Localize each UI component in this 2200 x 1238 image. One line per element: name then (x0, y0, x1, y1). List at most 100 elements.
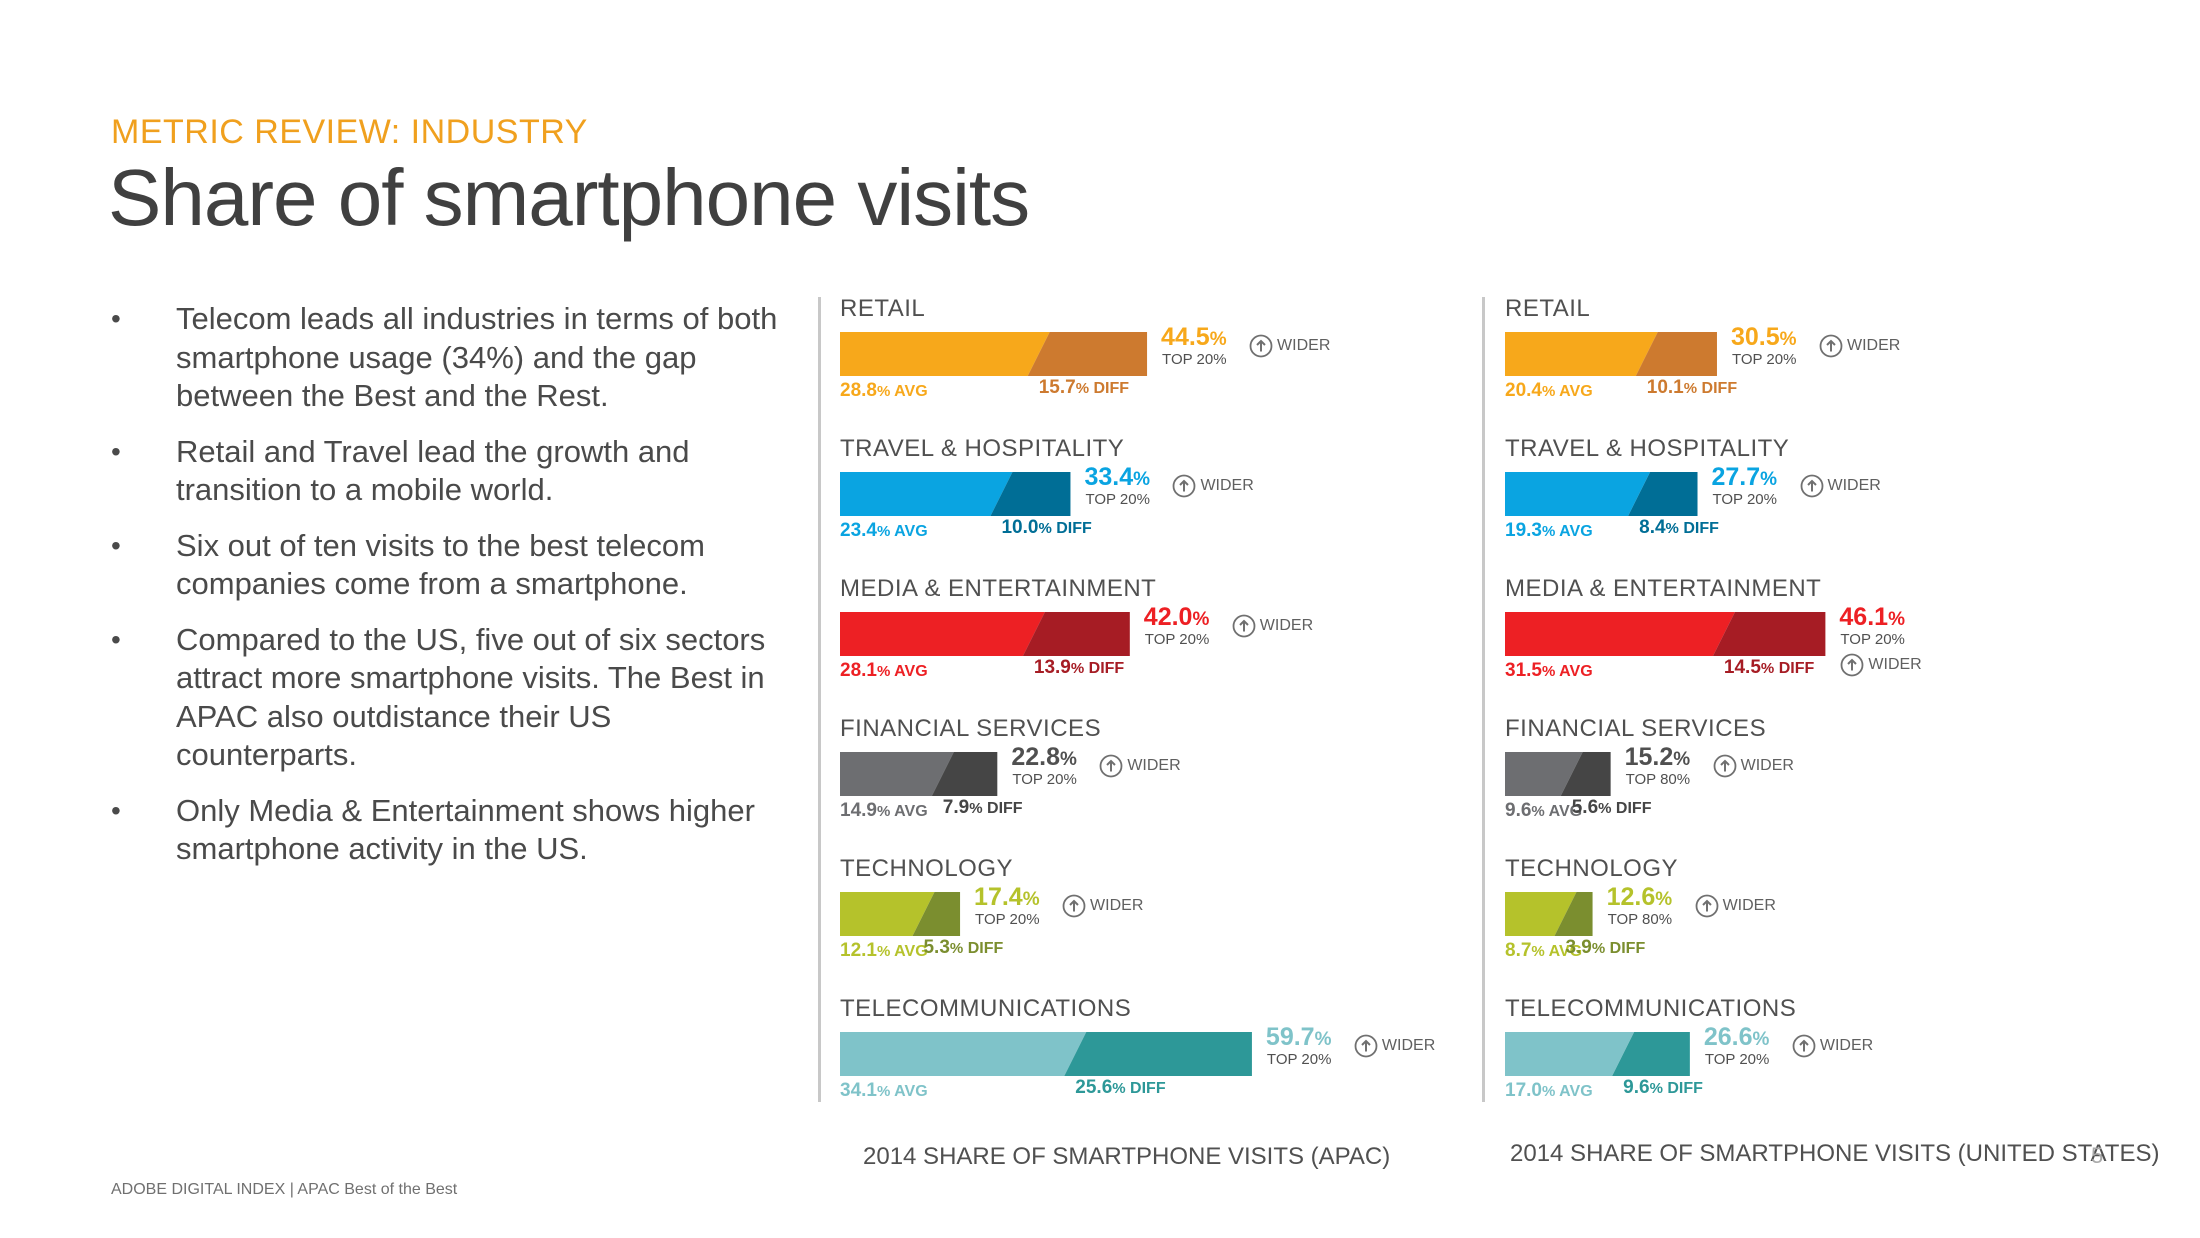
avg-series-label: AVG (1555, 383, 1593, 400)
avg-data-label: 9.6% AVG (1505, 800, 1582, 822)
bar-group (1505, 752, 1611, 796)
top-tier-label: TOP 20% (1162, 351, 1227, 368)
avg-series-label: AVG (1544, 803, 1583, 820)
wider-label: WIDER (1127, 757, 1181, 774)
avg-bar (1505, 612, 1735, 656)
diff-series-label: DIFF (982, 800, 1023, 817)
bar-group (1505, 612, 1826, 656)
wider-indicator: WIDER (1695, 894, 1776, 918)
category-label: FINANCIAL SERVICES (1505, 715, 1767, 742)
wider-indicator: WIDER (1062, 894, 1143, 918)
avg-percent-sign: % (1541, 663, 1556, 680)
page-title: Share of smartphone visits (108, 153, 1030, 242)
arrow-up-circle-icon (1792, 1034, 1816, 1058)
category-label: MEDIA & ENTERTAINMENT (840, 575, 1157, 602)
bar-group (840, 332, 1148, 376)
diff-series-label: DIFF (1605, 940, 1646, 957)
diff-data-label: 7.9% DIFF (943, 797, 1023, 819)
apac-chart-title: 2014 SHARE OF SMARTPHONE VISITS (APAC) (863, 1143, 1391, 1170)
diff-series-label: DIFF (1051, 520, 1092, 537)
top-percent-sign: % (1059, 749, 1077, 770)
page-number: 5 (2091, 1143, 2104, 1168)
bullet-text: Retail and Travel lead the growth and tr… (176, 433, 690, 508)
diff-value: 3.9 (1565, 937, 1592, 958)
bar-group (840, 892, 961, 936)
wider-indicator: WIDER (1099, 754, 1181, 778)
bullet-icon: • (111, 794, 121, 826)
top-percent-sign: % (1655, 889, 1673, 910)
bullet-item: • Retail and Travel lead the growth and t… (111, 433, 791, 510)
avg-value: 23.4 (840, 520, 877, 541)
wider-indicator: WIDER (1792, 1034, 1873, 1058)
diff-bar (990, 472, 1071, 516)
top-percent-sign: % (1779, 329, 1797, 350)
diff-percent-sign: % (1038, 520, 1052, 537)
wider-indicator: WIDER (1232, 614, 1313, 638)
category-label: TECHNOLOGY (1505, 855, 1679, 882)
top-percent-sign: % (1752, 1029, 1770, 1050)
diff-percent-sign: % (1760, 660, 1775, 677)
arrow-up-circle-icon (1819, 334, 1843, 358)
section-kicker: METRIC REVIEW: INDUSTRY (111, 113, 588, 151)
footer-text: ADOBE DIGITAL INDEX | APAC Best of the B… (111, 1181, 458, 1198)
avg-data-label: 14.9% AVG (840, 800, 928, 822)
top-value: 15.2 (1624, 743, 1674, 771)
top-data-label: 30.5% (1731, 323, 1797, 352)
avg-value: 28.8 (840, 380, 877, 401)
arrow-up-circle-icon (1800, 474, 1823, 498)
diff-bar (931, 752, 998, 796)
diff-value: 5.3 (923, 937, 950, 958)
diff-bar (1635, 332, 1717, 376)
diff-bar (1712, 612, 1826, 656)
diff-series-label: DIFF (1089, 380, 1130, 397)
arrow-up-circle-icon (1062, 894, 1086, 918)
bar-group (840, 1032, 1252, 1076)
top-tier-label: TOP 20% (1266, 1051, 1332, 1068)
top-tier-label: TOP 20% (1731, 351, 1797, 368)
bar-group (1505, 1032, 1690, 1076)
avg-bar (1505, 892, 1577, 936)
avg-data-label: 17.0% AVG (1505, 1080, 1593, 1102)
diff-series-label: DIFF (1774, 660, 1815, 677)
top-value: 12.6 (1606, 883, 1656, 911)
avg-data-label: 12.1% AVG (840, 940, 928, 962)
top-tier-label: TOP 20% (1840, 631, 1905, 648)
category-label: MEDIA & ENTERTAINMENT (1505, 575, 1822, 602)
diff-value: 9.6 (1623, 1077, 1650, 1098)
avg-bar (840, 612, 1045, 656)
avg-value: 19.3 (1505, 520, 1542, 541)
avg-percent-sign: % (1531, 803, 1545, 820)
diff-value: 25.6 (1075, 1077, 1113, 1098)
avg-data-label: 28.1% AVG (840, 660, 928, 682)
diff-percent-sign: % (949, 940, 964, 957)
avg-percent-sign: % (876, 663, 891, 680)
diff-value: 7.9 (942, 797, 970, 818)
diff-data-label: 8.4% DIFF (1639, 517, 1719, 539)
arrow-up-circle-icon (1173, 474, 1196, 498)
top-value: 33.4 (1084, 463, 1134, 491)
diff-value: 10.0 (1001, 517, 1039, 538)
top-data-label: 15.2% (1625, 743, 1691, 772)
arrow-up-circle-icon (1354, 1034, 1378, 1058)
top-data-label: 44.5% (1161, 323, 1227, 352)
avg-percent-sign: % (1541, 383, 1556, 400)
top-percent-sign: % (1673, 749, 1691, 770)
avg-series-label: AVG (1555, 663, 1593, 680)
diff-value: 15.7 (1038, 377, 1076, 398)
top-tier-label: TOP 20% (975, 911, 1040, 928)
bullet-icon: • (111, 303, 121, 334)
diff-value: 10.1 (1646, 377, 1684, 398)
avg-series-label: AVG (890, 1083, 928, 1100)
bullet-icon: • (111, 529, 121, 561)
avg-bar (840, 752, 954, 796)
bar-group (1505, 332, 1717, 376)
wider-label: WIDER (1200, 477, 1254, 494)
avg-bar (840, 332, 1050, 376)
diff-data-label: 13.9% DIFF (1034, 657, 1124, 679)
category-label: TECHNOLOGY (840, 855, 1014, 882)
avg-percent-sign: % (1541, 523, 1556, 540)
avg-value: 17.0 (1505, 1080, 1542, 1101)
bullet-text: Telecom leads all industries in terms of… (176, 301, 778, 413)
category-label: TELECOMMUNICATIONS (840, 995, 1132, 1022)
diff-data-label: 14.5% DIFF (1724, 657, 1814, 679)
